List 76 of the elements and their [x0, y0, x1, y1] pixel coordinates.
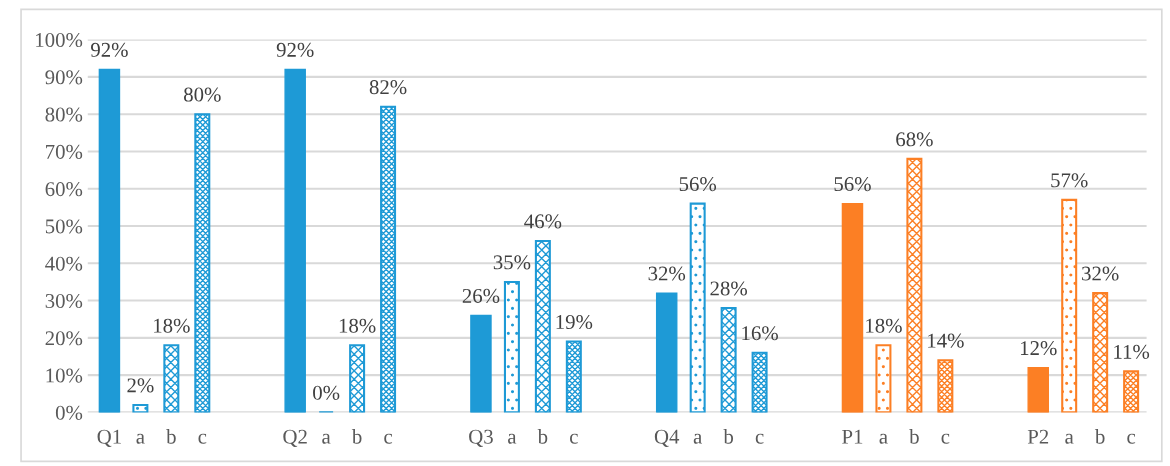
x-tick-label: Q3	[469, 429, 493, 447]
x-tick-label: b	[909, 429, 919, 444]
data-label: 35%	[493, 255, 531, 270]
x-tick-label: c	[755, 433, 764, 444]
data-label: 32%	[1082, 266, 1119, 281]
x-tick-label: P1	[842, 429, 863, 444]
x-tick-label: a	[1065, 433, 1074, 444]
x-tick-label: a	[322, 433, 331, 444]
x-tick-label: Q1	[97, 429, 121, 447]
data-label: 2%	[127, 378, 154, 393]
data-label: 26%	[462, 288, 500, 303]
data-label: 0%	[313, 385, 340, 400]
data-label: 57%	[1051, 173, 1088, 188]
x-tick-label: c	[1127, 433, 1136, 444]
x-tick-label: b	[723, 429, 734, 444]
bar	[751, 351, 768, 413]
x-tick-label: c	[570, 433, 578, 444]
bar	[380, 105, 397, 413]
data-label: 18%	[154, 318, 190, 333]
data-label: 19%	[556, 314, 593, 330]
y-tick-label: 50%	[45, 219, 83, 234]
y-tick-label: 30%	[45, 293, 83, 309]
x-tick-label: a	[693, 433, 703, 444]
y-tick-label: 20%	[45, 331, 83, 346]
bar	[1061, 198, 1078, 413]
data-label: 32%	[648, 266, 686, 281]
x-tick-label: c	[384, 433, 393, 444]
data-label: 28%	[710, 281, 748, 296]
x-tick-label: b	[1094, 429, 1105, 444]
x-tick-label: b	[537, 429, 548, 444]
bar	[194, 113, 211, 413]
y-tick-label: 0%	[55, 405, 83, 420]
bar	[720, 306, 737, 413]
data-label: 82%	[369, 80, 407, 95]
data-label: 46%	[524, 214, 562, 229]
bar	[937, 359, 954, 413]
bar	[1123, 370, 1140, 413]
x-tick-label: c	[198, 433, 207, 444]
data-label: 11%	[1114, 344, 1150, 359]
bar	[906, 157, 923, 413]
x-tick-label: Q2	[283, 429, 307, 447]
data-label: 14%	[928, 333, 964, 348]
data-label: 80%	[184, 87, 221, 102]
bar	[503, 280, 520, 413]
y-tick-label: 10%	[46, 368, 83, 383]
bar	[349, 344, 366, 413]
bar	[132, 403, 149, 413]
x-tick-label: P2	[1027, 429, 1049, 444]
bar	[565, 340, 582, 413]
y-tick-label: 80%	[45, 107, 83, 122]
y-tick-label: 100%	[36, 32, 83, 48]
data-label: 12%	[1020, 341, 1057, 356]
x-tick-label: c	[941, 433, 950, 444]
data-label: 68%	[896, 132, 933, 147]
x-tick-label: a	[136, 433, 145, 444]
data-label: 92%	[91, 42, 128, 57]
x-tick-label: b	[351, 429, 362, 444]
data-label: 92%	[276, 42, 314, 57]
x-tick-label: Q4	[654, 429, 680, 447]
bar	[875, 344, 892, 413]
data-label: 18%	[866, 318, 902, 333]
data-label: 18%	[339, 318, 376, 333]
x-tick-label: b	[166, 429, 176, 444]
bar	[1092, 292, 1109, 413]
y-tick-label: 40%	[45, 256, 83, 271]
data-label: 56%	[679, 177, 717, 192]
data-label: 16%	[742, 326, 778, 341]
y-tick-label: 90%	[45, 70, 83, 85]
bar	[534, 239, 551, 413]
data-label: 56%	[834, 177, 871, 192]
y-tick-label: 60%	[45, 182, 83, 197]
bar	[163, 344, 180, 413]
x-tick-label: a	[879, 433, 888, 444]
y-tick-label: 70%	[46, 144, 83, 159]
bar	[689, 202, 706, 413]
x-tick-label: a	[508, 433, 517, 444]
